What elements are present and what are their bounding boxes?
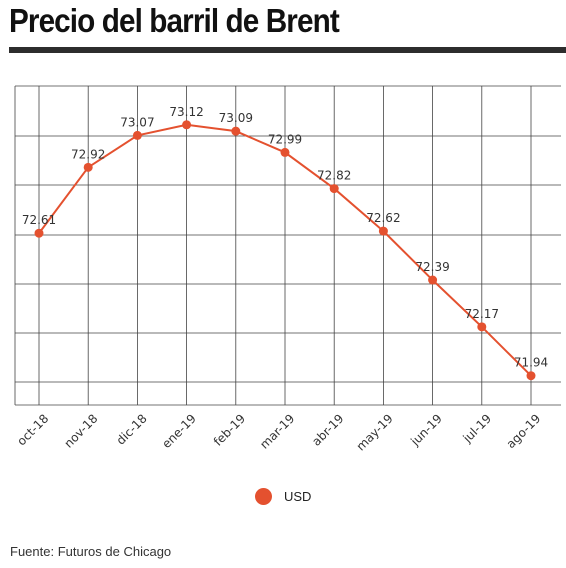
data-labels: 72.61 72.92 73.07 73.12 73.09 72.99 72.82 72.62…	[22, 105, 548, 370]
data-label-nov-18: 72.92	[71, 147, 105, 161]
x-tick-label-nov-18: nov-18	[61, 411, 100, 450]
data-point-may-19	[378, 226, 388, 236]
data-point-ago-19	[526, 371, 536, 381]
data-label-jul-19: 72.17	[465, 307, 499, 321]
data-label-abr-19: 72.82	[317, 169, 351, 183]
legend-label-usd: USD	[284, 489, 312, 504]
data-point-ene-19	[182, 120, 192, 130]
x-tick-label-abr-19: abr-19	[309, 411, 346, 448]
series-points	[34, 120, 536, 381]
x-tick-label-mar-19: mar-19	[257, 411, 297, 451]
x-tick-label-jul-19: jul-19	[460, 411, 495, 446]
data-label-jun-19: 72.39	[415, 260, 449, 274]
data-point-feb-19	[231, 126, 241, 136]
x-tick-label-ene-19: ene-19	[159, 411, 199, 451]
data-label-ene-19: 73.12	[169, 105, 203, 119]
data-label-dic-18: 73.07	[120, 115, 154, 129]
x-tick-label-dic-18: dic-18	[114, 411, 150, 447]
x-tick-label-may-19: may-19	[354, 411, 396, 453]
data-label-mar-19: 72.99	[268, 132, 302, 146]
x-tick-label-oct-18: oct-18	[14, 411, 51, 448]
x-tick-label-feb-19: feb-19	[211, 411, 248, 448]
data-point-nov-18	[83, 162, 93, 172]
data-label-ago-19: 71.94	[514, 356, 548, 370]
data-label-may-19: 72.62	[366, 211, 400, 225]
data-point-jun-19	[428, 275, 438, 285]
data-point-mar-19	[280, 147, 290, 157]
legend-marker-usd	[255, 488, 272, 505]
data-point-oct-18	[34, 228, 44, 238]
x-tick-label-jun-19: jun-19	[407, 411, 445, 449]
data-label-oct-18: 72.61	[22, 213, 56, 227]
source-note: Fuente: Futuros de Chicago	[10, 544, 172, 559]
data-label-feb-19: 73.09	[219, 111, 253, 125]
chart-canvas: 72.61 72.92 73.07 73.12 73.09 72.99 72.82 72.62…	[14, 85, 561, 454]
chart-title: Precio del barril de Brent	[9, 2, 340, 39]
data-point-jul-19	[477, 322, 487, 332]
x-axis-ticks: oct-18 nov-18 dic-18 ene-19 feb-19 mar-19 abr-…	[14, 411, 543, 453]
data-point-dic-18	[132, 130, 142, 140]
legend: USD	[255, 488, 311, 505]
data-point-abr-19	[329, 184, 339, 194]
x-tick-label-ago-19: ago-19	[504, 411, 544, 451]
title-rule	[9, 47, 566, 53]
